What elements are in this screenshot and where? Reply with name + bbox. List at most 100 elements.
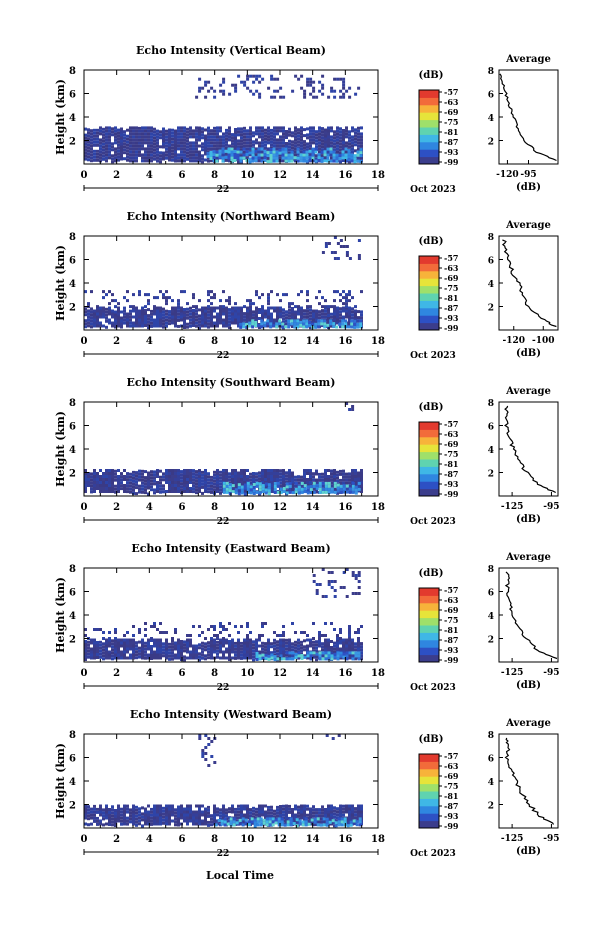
heatmap-cell bbox=[268, 820, 272, 824]
heatmap-cell bbox=[327, 320, 330, 323]
colorbar-tick-label: -81 bbox=[444, 791, 458, 801]
heatmap-cell bbox=[141, 129, 144, 133]
heatmap-cell bbox=[337, 817, 341, 821]
heatmap-cell bbox=[327, 311, 330, 314]
heatmap-cell bbox=[258, 654, 262, 658]
heatmap-cell bbox=[228, 323, 231, 327]
heatmap-cell bbox=[342, 309, 345, 313]
heatmap-cell bbox=[225, 306, 228, 310]
heatmap-cell bbox=[138, 309, 141, 313]
heatmap-cell bbox=[360, 156, 363, 160]
heatmap-cell bbox=[183, 317, 186, 320]
heatmap-cell bbox=[288, 142, 291, 146]
heatmap-cell bbox=[282, 638, 285, 642]
heatmap-cell bbox=[273, 126, 276, 130]
heatmap-cell bbox=[357, 628, 360, 631]
heatmap-cell bbox=[180, 470, 183, 474]
heatmap-cell bbox=[209, 154, 213, 157]
heatmap-cell bbox=[304, 817, 308, 821]
heatmap-cell bbox=[285, 319, 288, 323]
heatmap-cell bbox=[312, 141, 315, 145]
heatmap-cell bbox=[225, 146, 228, 150]
heatmap-cell bbox=[313, 817, 317, 821]
heatmap-cell bbox=[279, 135, 282, 139]
heatmap-cell bbox=[225, 487, 229, 491]
heatmap-cell bbox=[321, 648, 324, 652]
heatmap-cell bbox=[183, 649, 186, 653]
heatmap-cell bbox=[273, 95, 277, 99]
heatmap-cell bbox=[84, 145, 87, 149]
heatmap-cell bbox=[231, 484, 235, 488]
heatmap-cell bbox=[264, 488, 268, 492]
heatmap-cell bbox=[165, 144, 168, 148]
heatmap-cell bbox=[270, 653, 274, 657]
heatmap-cell bbox=[314, 150, 318, 154]
heatmap-cell bbox=[244, 821, 248, 825]
y-axis-label: Height (km) bbox=[54, 79, 67, 155]
heatmap-cell bbox=[216, 481, 219, 484]
heatmap-cell bbox=[123, 484, 126, 487]
heatmap-cell bbox=[246, 622, 249, 625]
heatmap-cell bbox=[318, 135, 321, 139]
heatmap-cell bbox=[186, 142, 189, 146]
heatmap-cell bbox=[302, 153, 306, 157]
heatmap-cell bbox=[147, 141, 150, 145]
heatmap-cell bbox=[249, 318, 252, 322]
heatmap-cell bbox=[302, 322, 306, 326]
heatmap-cell bbox=[228, 308, 231, 312]
heatmap-cell bbox=[354, 478, 357, 481]
heatmap-cell bbox=[351, 478, 354, 481]
heatmap-cell bbox=[294, 135, 297, 139]
heatmap-cell bbox=[236, 156, 240, 160]
heatmap-cell bbox=[306, 651, 310, 655]
heatmap-cell bbox=[339, 313, 342, 317]
heatmap-cell bbox=[255, 290, 258, 294]
heatmap-cell bbox=[219, 491, 222, 495]
heatmap-cell bbox=[117, 653, 120, 657]
heatmap-cell bbox=[300, 654, 304, 657]
heatmap-cell bbox=[132, 305, 135, 309]
heatmap-cell bbox=[216, 126, 219, 130]
heatmap-cell bbox=[162, 475, 165, 479]
heatmap-cell bbox=[303, 95, 307, 99]
heatmap-cell bbox=[273, 138, 276, 142]
heatmap-cell bbox=[318, 641, 321, 645]
heatmap-cell bbox=[255, 293, 258, 297]
heatmap-cell bbox=[233, 150, 237, 153]
heatmap-cell bbox=[300, 640, 303, 644]
heatmap-cell bbox=[183, 147, 186, 151]
profile-frame bbox=[498, 235, 559, 331]
heatmap-cell bbox=[309, 475, 312, 478]
heatmap-cell bbox=[294, 655, 298, 659]
heatmap-cell bbox=[333, 647, 336, 651]
heatmap-cell bbox=[330, 156, 333, 160]
heatmap-cell bbox=[165, 822, 168, 826]
heatmap-cell bbox=[120, 133, 123, 137]
heatmap-cell bbox=[303, 816, 306, 820]
heatmap-cell bbox=[336, 470, 339, 474]
heatmap-cell bbox=[195, 312, 198, 316]
heatmap-cell bbox=[159, 650, 162, 654]
heatmap-cell bbox=[254, 324, 258, 327]
heatmap-cell bbox=[180, 646, 183, 649]
heatmap-cell bbox=[168, 816, 171, 820]
y-tick-label: 2 bbox=[69, 303, 76, 314]
heatmap-cell bbox=[90, 132, 93, 136]
heatmap-cell bbox=[354, 134, 357, 138]
heatmap-cell bbox=[336, 657, 340, 661]
heatmap-cell bbox=[87, 481, 90, 484]
heatmap-cell bbox=[342, 807, 345, 811]
heatmap-cell bbox=[243, 472, 246, 475]
heatmap-cell bbox=[222, 141, 225, 145]
heatmap-cell bbox=[204, 484, 207, 487]
heatmap-cell bbox=[216, 807, 219, 811]
colorbar-swatch bbox=[419, 610, 439, 619]
heatmap-cell bbox=[84, 322, 87, 326]
heatmap-cell bbox=[213, 132, 216, 136]
heatmap-cell bbox=[297, 137, 300, 141]
colorbar-swatch bbox=[419, 149, 439, 158]
heatmap-cell bbox=[183, 126, 186, 130]
heatmap-cell bbox=[195, 485, 198, 489]
heatmap-cell bbox=[297, 478, 300, 482]
heatmap-cell bbox=[255, 475, 258, 479]
